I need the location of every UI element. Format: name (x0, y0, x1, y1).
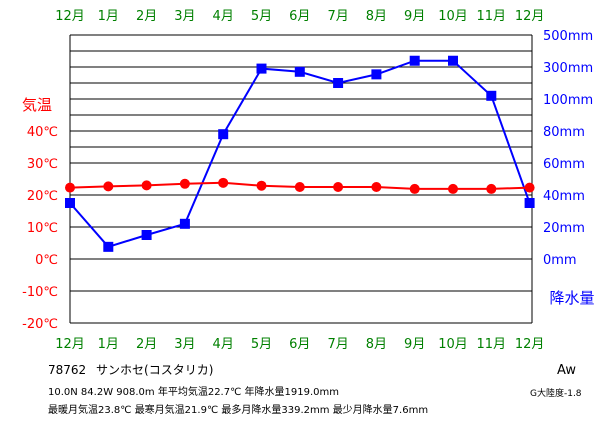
continentality-index: G大陸度-1.8 (530, 389, 582, 399)
precipitation-tick-label: 100mm (543, 93, 593, 108)
precipitation-point (256, 63, 267, 74)
warmest-month-temperature: 最暖月気温23.8℃ (48, 405, 132, 416)
precipitation-tick-label: 80mm (543, 125, 585, 140)
month-label-bottom: 11月 (477, 337, 507, 350)
month-label-top: 6月 (289, 9, 310, 24)
chart-grid (69, 34, 533, 324)
temperature-point (409, 183, 420, 194)
temperature-tick-label: 20℃ (27, 189, 58, 204)
precipitation-tick-label: 500mm (543, 29, 593, 44)
annual-precipitation: 年降水量1919.0mm (244, 387, 339, 398)
precipitation-point (486, 90, 497, 101)
precipitation-point (141, 230, 152, 240)
month-label-top: 1月 (98, 9, 119, 24)
temperature-tick-label: 40℃ (27, 125, 58, 140)
climate-chart: 12月 1月 2月 3月 4月 5月 6月 7月 8月 9月 10月 11月 12月 12月 1月 2月 3月… (22, 9, 595, 350)
temperature-point (333, 182, 344, 192)
precipitation-point (65, 198, 75, 208)
month-label-top: 12月 (55, 9, 85, 24)
month-label-bottom: 2月 (136, 337, 157, 350)
temperature-point (524, 182, 535, 193)
month-label-bottom: 9月 (404, 337, 425, 350)
temperature-point (141, 180, 152, 191)
month-label-top: 7月 (327, 9, 348, 24)
temperature-point (486, 183, 497, 194)
temperature-axis-ticks: 40℃ 30℃ 20℃ 10℃ 0℃ -10℃ -20℃ (22, 125, 58, 332)
precipitation-tick-label: 40mm (543, 189, 585, 204)
month-label-top: 11月 (477, 9, 507, 24)
month-label-top: 2月 (136, 9, 157, 24)
temperature-tick-label: 0℃ (35, 253, 58, 268)
month-label-bottom: 3月 (174, 337, 195, 350)
precipitation-point (103, 241, 114, 252)
temperature-tick-label: -10℃ (22, 285, 58, 300)
temperature-point (179, 178, 190, 189)
precipitation-axis-title: 降水量 (549, 289, 594, 307)
coldest-month-temperature: 最寒月気温21.9℃ (134, 405, 219, 416)
temperature-point (65, 182, 75, 193)
precipitation-tick-label: 300mm (543, 61, 593, 76)
month-label-bottom: 12月 (55, 337, 85, 350)
temperature-tick-label: 10℃ (27, 221, 58, 236)
month-label-bottom: 12月 (515, 337, 545, 350)
month-label-bottom: 4月 (213, 337, 234, 350)
month-label-bottom: 10月 (438, 337, 468, 350)
precipitation-point (179, 218, 190, 229)
precipitation-tick-label: 20mm (543, 221, 585, 236)
month-label-bottom: 1月 (98, 337, 119, 350)
temperature-point (103, 181, 114, 192)
precipitation-tick-label: 60mm (543, 157, 585, 172)
temperature-tick-label: 30℃ (27, 157, 58, 172)
station-header: 78762 サンホセ(コスタリカ) (48, 361, 213, 378)
precipitation-point (409, 55, 420, 66)
month-label-bottom: 5月 (251, 337, 272, 350)
station-coordinates: 10.0N 84.2W 908.0m (48, 387, 155, 398)
series-layer (65, 55, 535, 252)
annual-mean-temperature: 年平均気温22.7℃ (157, 387, 242, 398)
climate-classification: Aw (557, 363, 576, 378)
station-extremes-line: 最暖月気温23.8℃ 最寒月気温21.9℃ 最多月降水量339.2mm 最少月降… (48, 401, 428, 416)
month-label-top: 8月 (366, 9, 387, 24)
temperature-point (218, 177, 229, 188)
bottom-month-labels: 12月 1月 2月 3月 4月 5月 6月 7月 8月 9月 10月 11月 12月 (55, 337, 544, 350)
station-name: サンホセ(コスタリカ) (96, 363, 214, 377)
month-label-top: 4月 (213, 9, 234, 24)
precipitation-tick-label: 0mm (543, 253, 577, 268)
precipitation-point (371, 69, 382, 80)
max-monthly-precipitation: 最多月降水量339.2mm (221, 405, 330, 416)
temperature-axis-title: 気温 (22, 96, 52, 114)
month-label-top: 12月 (515, 9, 545, 24)
temperature-point (448, 183, 458, 194)
temperature-point (294, 182, 305, 192)
month-label-bottom: 7月 (327, 337, 348, 350)
min-monthly-precipitation: 最少月降水量7.6mm (332, 405, 429, 416)
station-id: 78762 (48, 363, 87, 377)
month-label-top: 10月 (438, 9, 468, 24)
temperature-tick-label: -20℃ (22, 317, 58, 332)
temperature-point (256, 180, 267, 191)
month-label-top: 3月 (174, 9, 195, 24)
station-summary-line: 10.0N 84.2W 908.0m 年平均気温22.7℃ 年降水量1919.0… (48, 383, 339, 398)
month-label-top: 5月 (251, 9, 272, 24)
precipitation-point (294, 66, 305, 77)
precipitation-point (524, 198, 535, 208)
precipitation-point (218, 129, 229, 140)
month-label-bottom: 6月 (289, 337, 310, 350)
month-label-bottom: 8月 (366, 337, 387, 350)
temperature-point (371, 182, 382, 192)
precipitation-axis-ticks: 500mm 300mm 100mm 80mm 60mm 40mm 20mm 0mm (543, 29, 593, 268)
precipitation-point (333, 78, 344, 88)
top-month-labels: 12月 1月 2月 3月 4月 5月 6月 7月 8月 9月 10月 11月 12月 (55, 9, 544, 24)
month-label-top: 9月 (404, 9, 425, 24)
precipitation-line (69, 59, 531, 248)
precipitation-point (448, 55, 458, 66)
